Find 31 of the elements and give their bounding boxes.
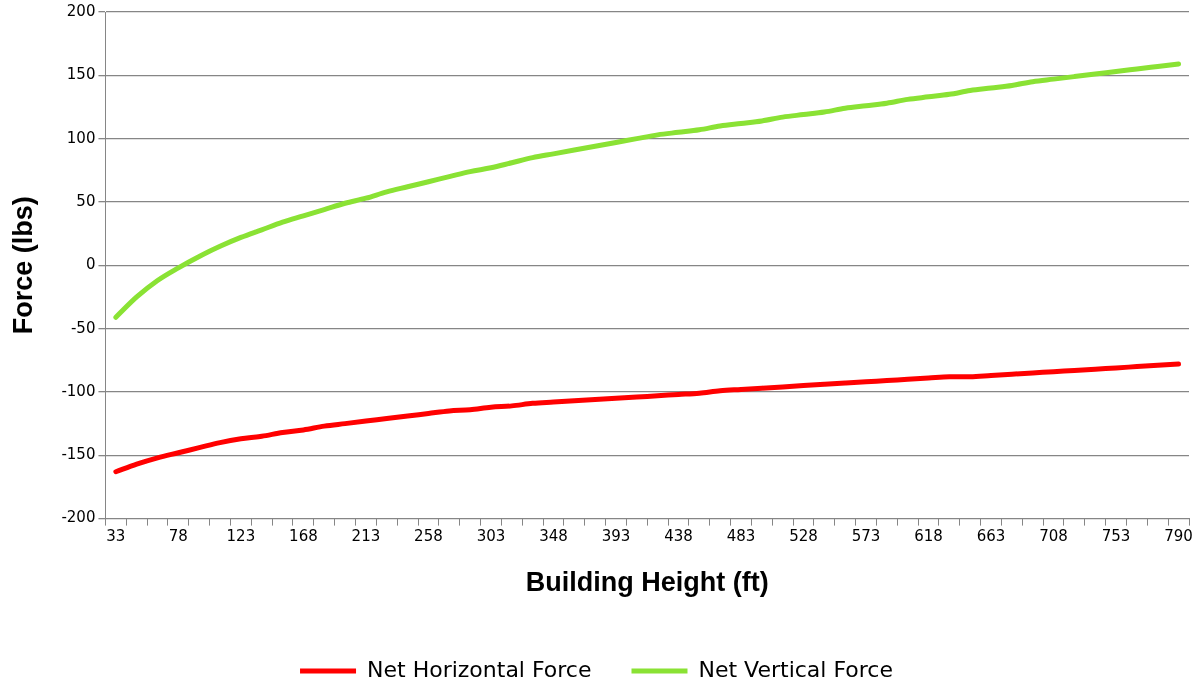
x-tick-label: 790 xyxy=(1164,527,1193,546)
x-tick-label: 753 xyxy=(1101,527,1131,546)
x-tick-label: 618 xyxy=(914,527,943,546)
x-tick-label: 213 xyxy=(351,527,381,546)
y-tick-label: -50 xyxy=(70,318,96,337)
x-tick-label: 663 xyxy=(976,527,1006,546)
y-tick-label: 150 xyxy=(66,65,96,84)
y-tick-label: -150 xyxy=(61,445,96,464)
x-tick-label: 33 xyxy=(106,527,126,546)
x-tick-label: 483 xyxy=(726,527,756,546)
x-tick-label: 348 xyxy=(539,527,568,546)
x-tick-label: 438 xyxy=(664,527,693,546)
x-tick-label: 708 xyxy=(1039,527,1068,546)
y-tick-label: 50 xyxy=(76,191,96,210)
legend-label: Net Horizontal Force xyxy=(367,656,592,682)
y-tick-label: 0 xyxy=(85,255,96,274)
y-tick-label: -100 xyxy=(61,381,96,400)
x-tick-label: 78 xyxy=(168,527,188,546)
x-tick-label: 168 xyxy=(289,527,318,546)
y-tick-label: -200 xyxy=(61,508,96,527)
x-tick-label: 123 xyxy=(226,527,256,546)
y-tick-label: 100 xyxy=(66,128,96,147)
x-tick-label: 573 xyxy=(851,527,881,546)
y-axis-title: Force (lbs) xyxy=(7,196,38,335)
x-tick-label: 528 xyxy=(789,527,818,546)
x-tick-label: 258 xyxy=(414,527,443,546)
y-tick-label: 200 xyxy=(66,1,96,20)
x-tick-label: 303 xyxy=(476,527,506,546)
legend-label: Net Vertical Force xyxy=(698,656,893,682)
x-axis-title: Building Height (ft) xyxy=(525,567,769,598)
x-tick-label: 393 xyxy=(601,527,631,546)
